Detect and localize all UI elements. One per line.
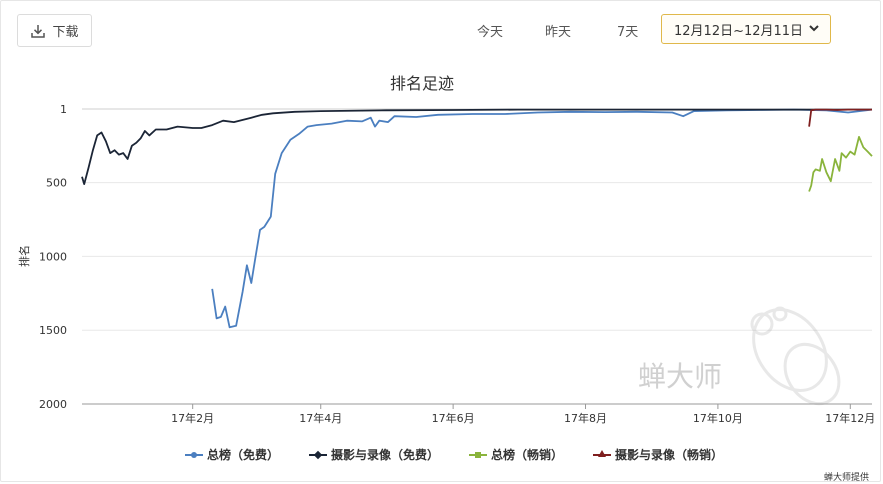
chart-title: 排名足迹 xyxy=(390,74,454,93)
chart-legend: 总榜（免费） 摄影与录像（免费） 总榜（畅销） 摄影与录像（畅销） xyxy=(185,446,723,463)
watermark-logo: 蝉大师 xyxy=(638,306,841,406)
legend-item-paid-photo[interactable]: 摄影与录像（畅销） xyxy=(593,446,723,463)
series-line-2 xyxy=(81,108,872,186)
legend-label: 摄影与录像（畅销） xyxy=(615,448,724,462)
legend-label: 总榜（畅销） xyxy=(491,448,564,462)
date-range-select[interactable]: 12月12日~12月11日 xyxy=(661,14,831,44)
x-tick-label: 17年4月 xyxy=(299,411,342,425)
y-axis-label: 排名 xyxy=(17,245,31,267)
range-7days-button[interactable]: 7天 xyxy=(617,25,639,40)
legend-label: 总榜（免费） xyxy=(207,448,280,462)
legend-item-paid-total[interactable]: 总榜（畅销） xyxy=(469,446,563,463)
download-label: 下载 xyxy=(52,25,79,40)
legend-swatch xyxy=(185,450,203,460)
y-tick-label: 1 xyxy=(60,103,67,116)
legend-swatch xyxy=(593,449,612,460)
watermark-text: 蝉大师 xyxy=(638,360,722,393)
series-line-4 xyxy=(808,108,872,127)
series-line-3 xyxy=(808,135,873,192)
y-tick-label: 500 xyxy=(46,177,67,190)
x-tick-label: 17年8月 xyxy=(564,411,607,425)
x-tick-label: 17年10月 xyxy=(693,411,743,425)
y-tick-label: 1000 xyxy=(39,250,67,263)
footer-credit: 蝉大师提供 xyxy=(823,473,869,483)
series-line-1 xyxy=(211,108,873,329)
y-tick-label: 1500 xyxy=(39,324,67,337)
x-tick-label: 17年12月 xyxy=(825,411,875,425)
x-tick-label: 17年2月 xyxy=(171,411,214,425)
chevron-down-icon xyxy=(809,25,819,32)
legend-swatch xyxy=(309,450,328,460)
legend-label: 摄影与录像（免费） xyxy=(331,448,440,462)
legend-item-free-photo[interactable]: 摄影与录像（免费） xyxy=(309,446,439,463)
download-button[interactable]: 下载 xyxy=(17,14,92,47)
legend-item-free-total[interactable]: 总榜（免费） xyxy=(185,446,279,463)
range-today-button[interactable]: 今天 xyxy=(477,25,504,40)
legend-swatch xyxy=(469,450,488,460)
date-range-value: 12月12日~12月11日 xyxy=(674,23,804,39)
range-yesterday-button[interactable]: 昨天 xyxy=(545,25,572,40)
y-tick-label: 2000 xyxy=(39,398,67,411)
x-tick-label: 17年6月 xyxy=(432,411,475,425)
download-icon xyxy=(31,24,46,38)
